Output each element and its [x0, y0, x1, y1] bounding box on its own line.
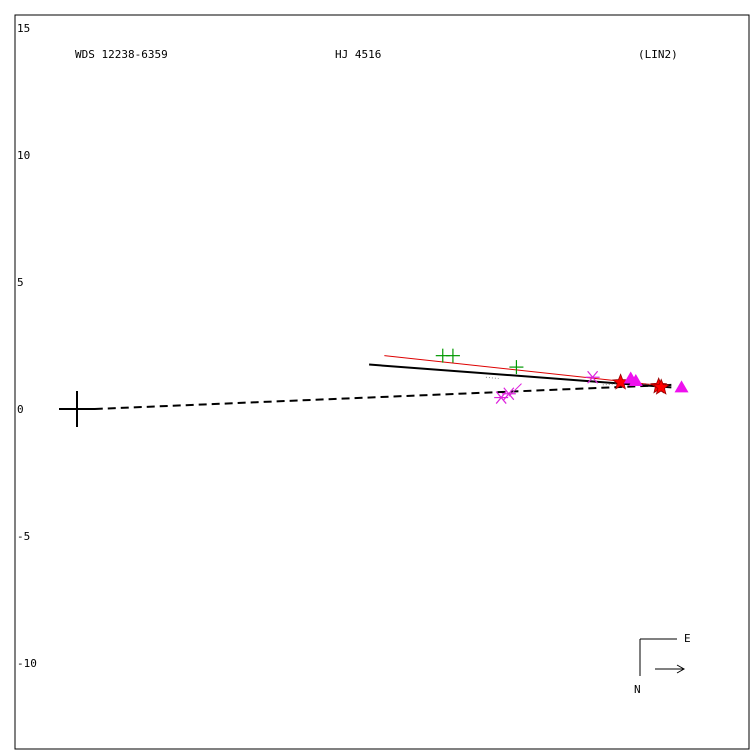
- triangle-marker: [674, 380, 689, 393]
- compass-east-label: E: [684, 632, 691, 645]
- orbit-dashed-line: [94, 383, 672, 410]
- residual-dotted-segment: [485, 376, 499, 380]
- header-left-label: WDS 12238-6359: [75, 48, 168, 61]
- y-tick-label: 0: [17, 403, 24, 416]
- asterisk-marker: [501, 387, 516, 401]
- asterisk-marker: [585, 370, 600, 384]
- compass-rose: E N: [634, 632, 691, 696]
- plot-frame: [14, 14, 750, 750]
- triangle-marker: [628, 374, 643, 387]
- motion-arrow-head: [676, 664, 686, 674]
- y-tick-label: -5: [17, 530, 30, 543]
- compass-north-label: N: [634, 683, 641, 696]
- y-axis-ticks: 15 10 5 0 -5 -10: [17, 22, 37, 670]
- y-tick-label: 5: [17, 276, 24, 289]
- asterisk-marker-d2: [503, 387, 515, 401]
- y-tick-label: 10: [17, 149, 30, 162]
- y-tick-label: 15: [17, 22, 30, 35]
- observation-points: [435, 348, 689, 404]
- star-marker: [652, 378, 670, 395]
- header-right-label: (LIN2): [638, 48, 678, 61]
- residual-dotted-segment: [643, 383, 657, 386]
- fit-lines: [94, 355, 672, 410]
- fit-solid-line: [369, 363, 672, 389]
- plus-marker: [445, 348, 460, 363]
- header-center-label: HJ 4516: [335, 48, 381, 61]
- primary-star-marker: [59, 391, 95, 427]
- y-tick-label: -10: [17, 657, 37, 670]
- plus-marker: [509, 360, 524, 375]
- residual-connector: [508, 383, 522, 397]
- asterisk-marker-d2: [587, 370, 599, 384]
